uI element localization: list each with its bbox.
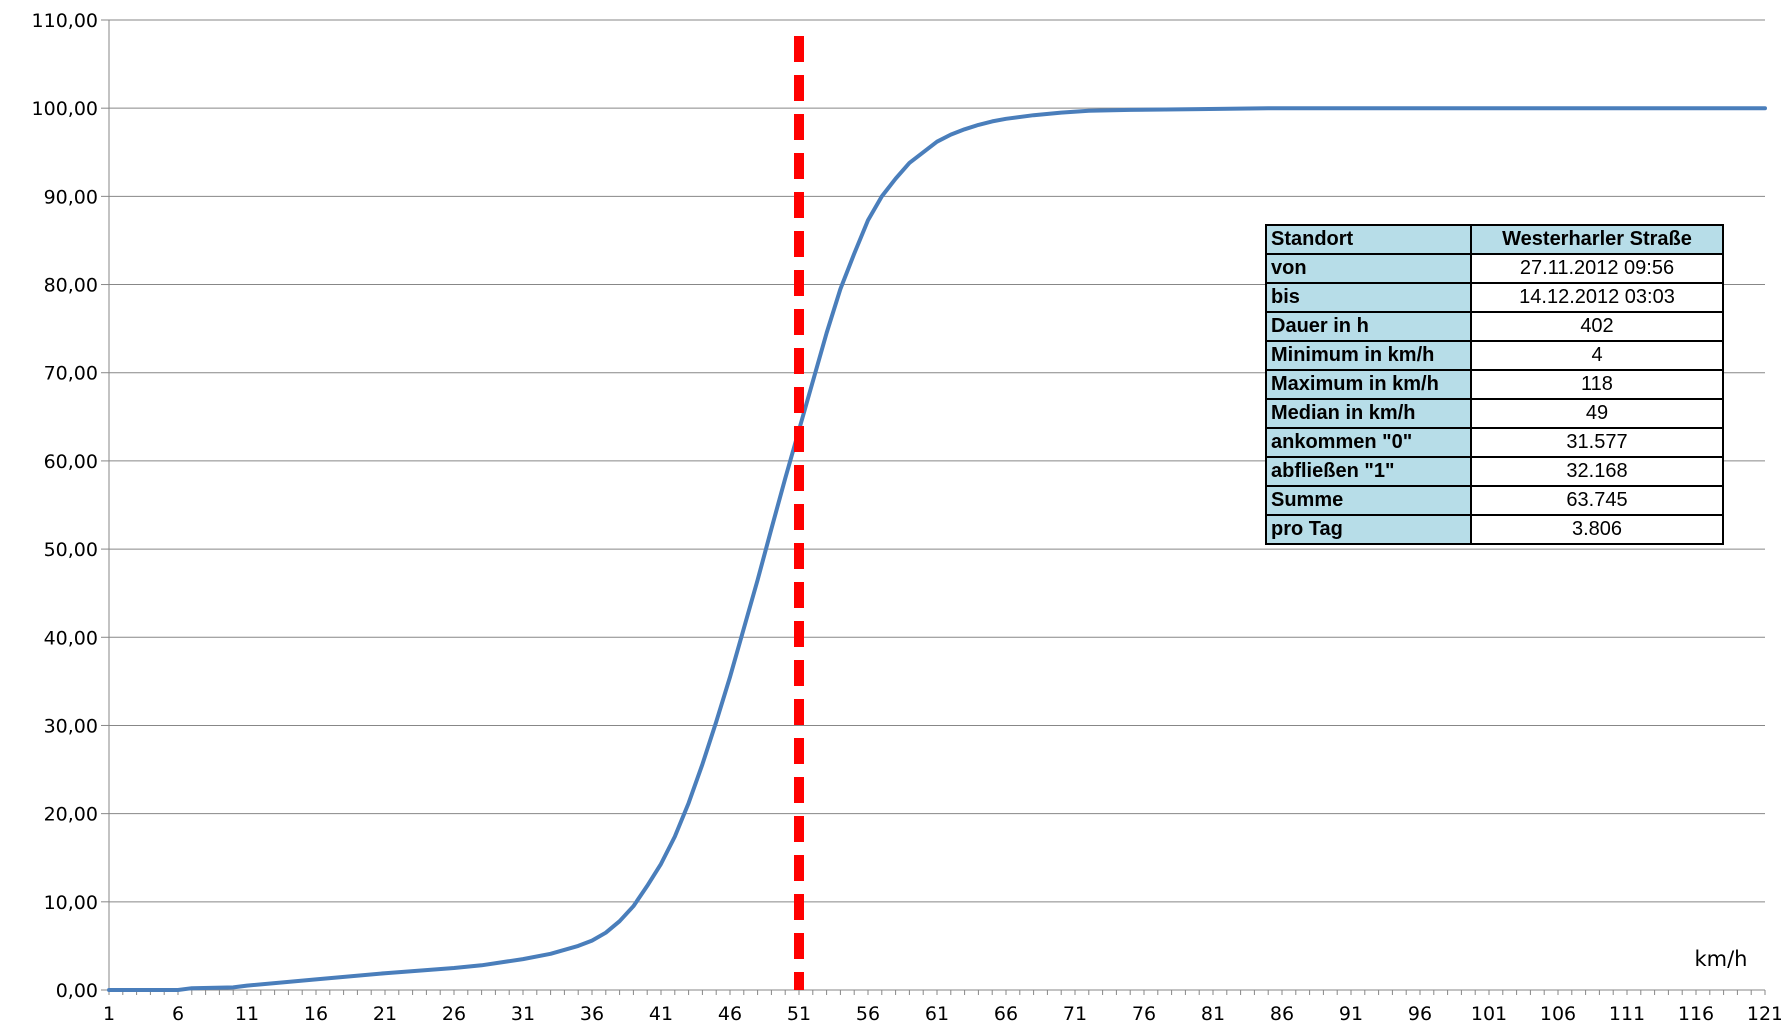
- x-axis-tick-labels: 1 6 11 16 21 26 31 36 41 46 51 56 61 66 71 76 81 86 91 96 10…: [103, 1003, 1781, 1025]
- info-table-row: Summe 63.745: [1265, 485, 1724, 516]
- y-tick-label: 0,00: [56, 980, 98, 1002]
- y-tick-label: 110,00: [32, 10, 98, 32]
- x-tick-label: 56: [856, 1003, 880, 1025]
- info-table-row: abfließen "1" 32.168: [1265, 456, 1724, 487]
- info-table-key: pro Tag: [1265, 514, 1472, 545]
- x-tick-label: 36: [580, 1003, 604, 1025]
- info-table-value: 49: [1470, 398, 1724, 429]
- info-table-key: von: [1265, 253, 1472, 284]
- info-table-value: 4: [1470, 340, 1724, 371]
- info-table-row: bis 14.12.2012 03:03: [1265, 282, 1724, 313]
- info-table-key: Dauer in h: [1265, 311, 1472, 342]
- x-tick-label: 121: [1747, 1003, 1781, 1025]
- series-layer: [107, 106, 1767, 992]
- y-tick-label: 80,00: [44, 275, 98, 297]
- y-tick-label: 90,00: [44, 186, 98, 208]
- y-axis-tick-labels: 0,00 10,00 20,00 30,00 40,00 50,00 60,00 70,00 8…: [32, 10, 98, 1002]
- x-tick-label: 116: [1678, 1003, 1714, 1025]
- y-tick-label: 70,00: [44, 363, 98, 385]
- info-table-key: Maximum in km/h: [1265, 369, 1472, 400]
- x-tick-label: 66: [994, 1003, 1018, 1025]
- info-table-key: Median in km/h: [1265, 398, 1472, 429]
- x-tick-label: 76: [1132, 1003, 1156, 1025]
- x-tick-label: 1: [103, 1003, 115, 1025]
- info-table-key: Minimum in km/h: [1265, 340, 1472, 371]
- x-tick-label: 111: [1609, 1003, 1645, 1025]
- info-table-value: 32.168: [1470, 456, 1724, 487]
- info-table-value: 118: [1470, 369, 1724, 400]
- y-tick-label: 60,00: [44, 451, 98, 473]
- info-table-value: Westerharler Straße: [1470, 224, 1724, 255]
- info-table-key: Summe: [1265, 485, 1472, 516]
- info-table-row: von 27.11.2012 09:56: [1265, 253, 1724, 284]
- info-table-key: ankommen "0": [1265, 427, 1472, 458]
- x-tick-label: 96: [1408, 1003, 1432, 1025]
- info-table-row: Median in km/h 49: [1265, 398, 1724, 429]
- x-tick-label: 86: [1270, 1003, 1294, 1025]
- axes: [101, 19, 1766, 995]
- info-table-value: 402: [1470, 311, 1724, 342]
- x-tick-label: 26: [442, 1003, 466, 1025]
- x-tick-label: 91: [1339, 1003, 1363, 1025]
- info-table-body: Standort Westerharler Straße von 27.11.2012…: [1265, 224, 1724, 545]
- info-table-key: abfließen "1": [1265, 456, 1472, 487]
- x-tick-label: 31: [511, 1003, 535, 1025]
- x-tick-label: 106: [1540, 1003, 1576, 1025]
- info-table-row: ankommen "0" 31.577: [1265, 427, 1724, 458]
- x-tick-label: 61: [925, 1003, 949, 1025]
- info-table-row: pro Tag 3.806: [1265, 514, 1724, 545]
- x-tick-label: 41: [649, 1003, 673, 1025]
- info-table-value: 31.577: [1470, 427, 1724, 458]
- info-table-row: Maximum in km/h 118: [1265, 369, 1724, 400]
- info-table-value: 63.745: [1470, 485, 1724, 516]
- y-tick-label: 50,00: [44, 539, 98, 561]
- info-table-key: bis: [1265, 282, 1472, 313]
- x-tick-label: 71: [1063, 1003, 1087, 1025]
- info-table-row: Minimum in km/h 4: [1265, 340, 1724, 371]
- y-tick-label: 20,00: [44, 804, 98, 826]
- info-table-row: Dauer in h 402: [1265, 311, 1724, 342]
- info-table-value: 3.806: [1470, 514, 1724, 545]
- y-tick-label: 30,00: [44, 715, 98, 737]
- y-tick-label: 40,00: [44, 627, 98, 649]
- y-tick-label: 100,00: [32, 98, 98, 120]
- x-tick-label: 16: [304, 1003, 328, 1025]
- x-tick-label: 46: [718, 1003, 742, 1025]
- info-table-row: Standort Westerharler Straße: [1265, 224, 1724, 255]
- y-tick-label: 10,00: [44, 892, 98, 914]
- series-line: [107, 106, 1767, 992]
- info-table-value: 27.11.2012 09:56: [1470, 253, 1724, 284]
- info-table-value: 14.12.2012 03:03: [1470, 282, 1724, 313]
- info-table-key: Standort: [1265, 224, 1472, 255]
- x-tick-label: 81: [1201, 1003, 1225, 1025]
- x-axis-unit-label: km/h: [1694, 947, 1747, 971]
- x-tick-label: 6: [172, 1003, 184, 1025]
- info-table: Standort Westerharler Straße von 27.11.2012…: [1265, 224, 1724, 545]
- x-tick-label: 21: [373, 1003, 397, 1025]
- x-tick-label: 101: [1471, 1003, 1507, 1025]
- x-tick-label: 11: [235, 1003, 259, 1025]
- x-tick-label: 51: [787, 1003, 811, 1025]
